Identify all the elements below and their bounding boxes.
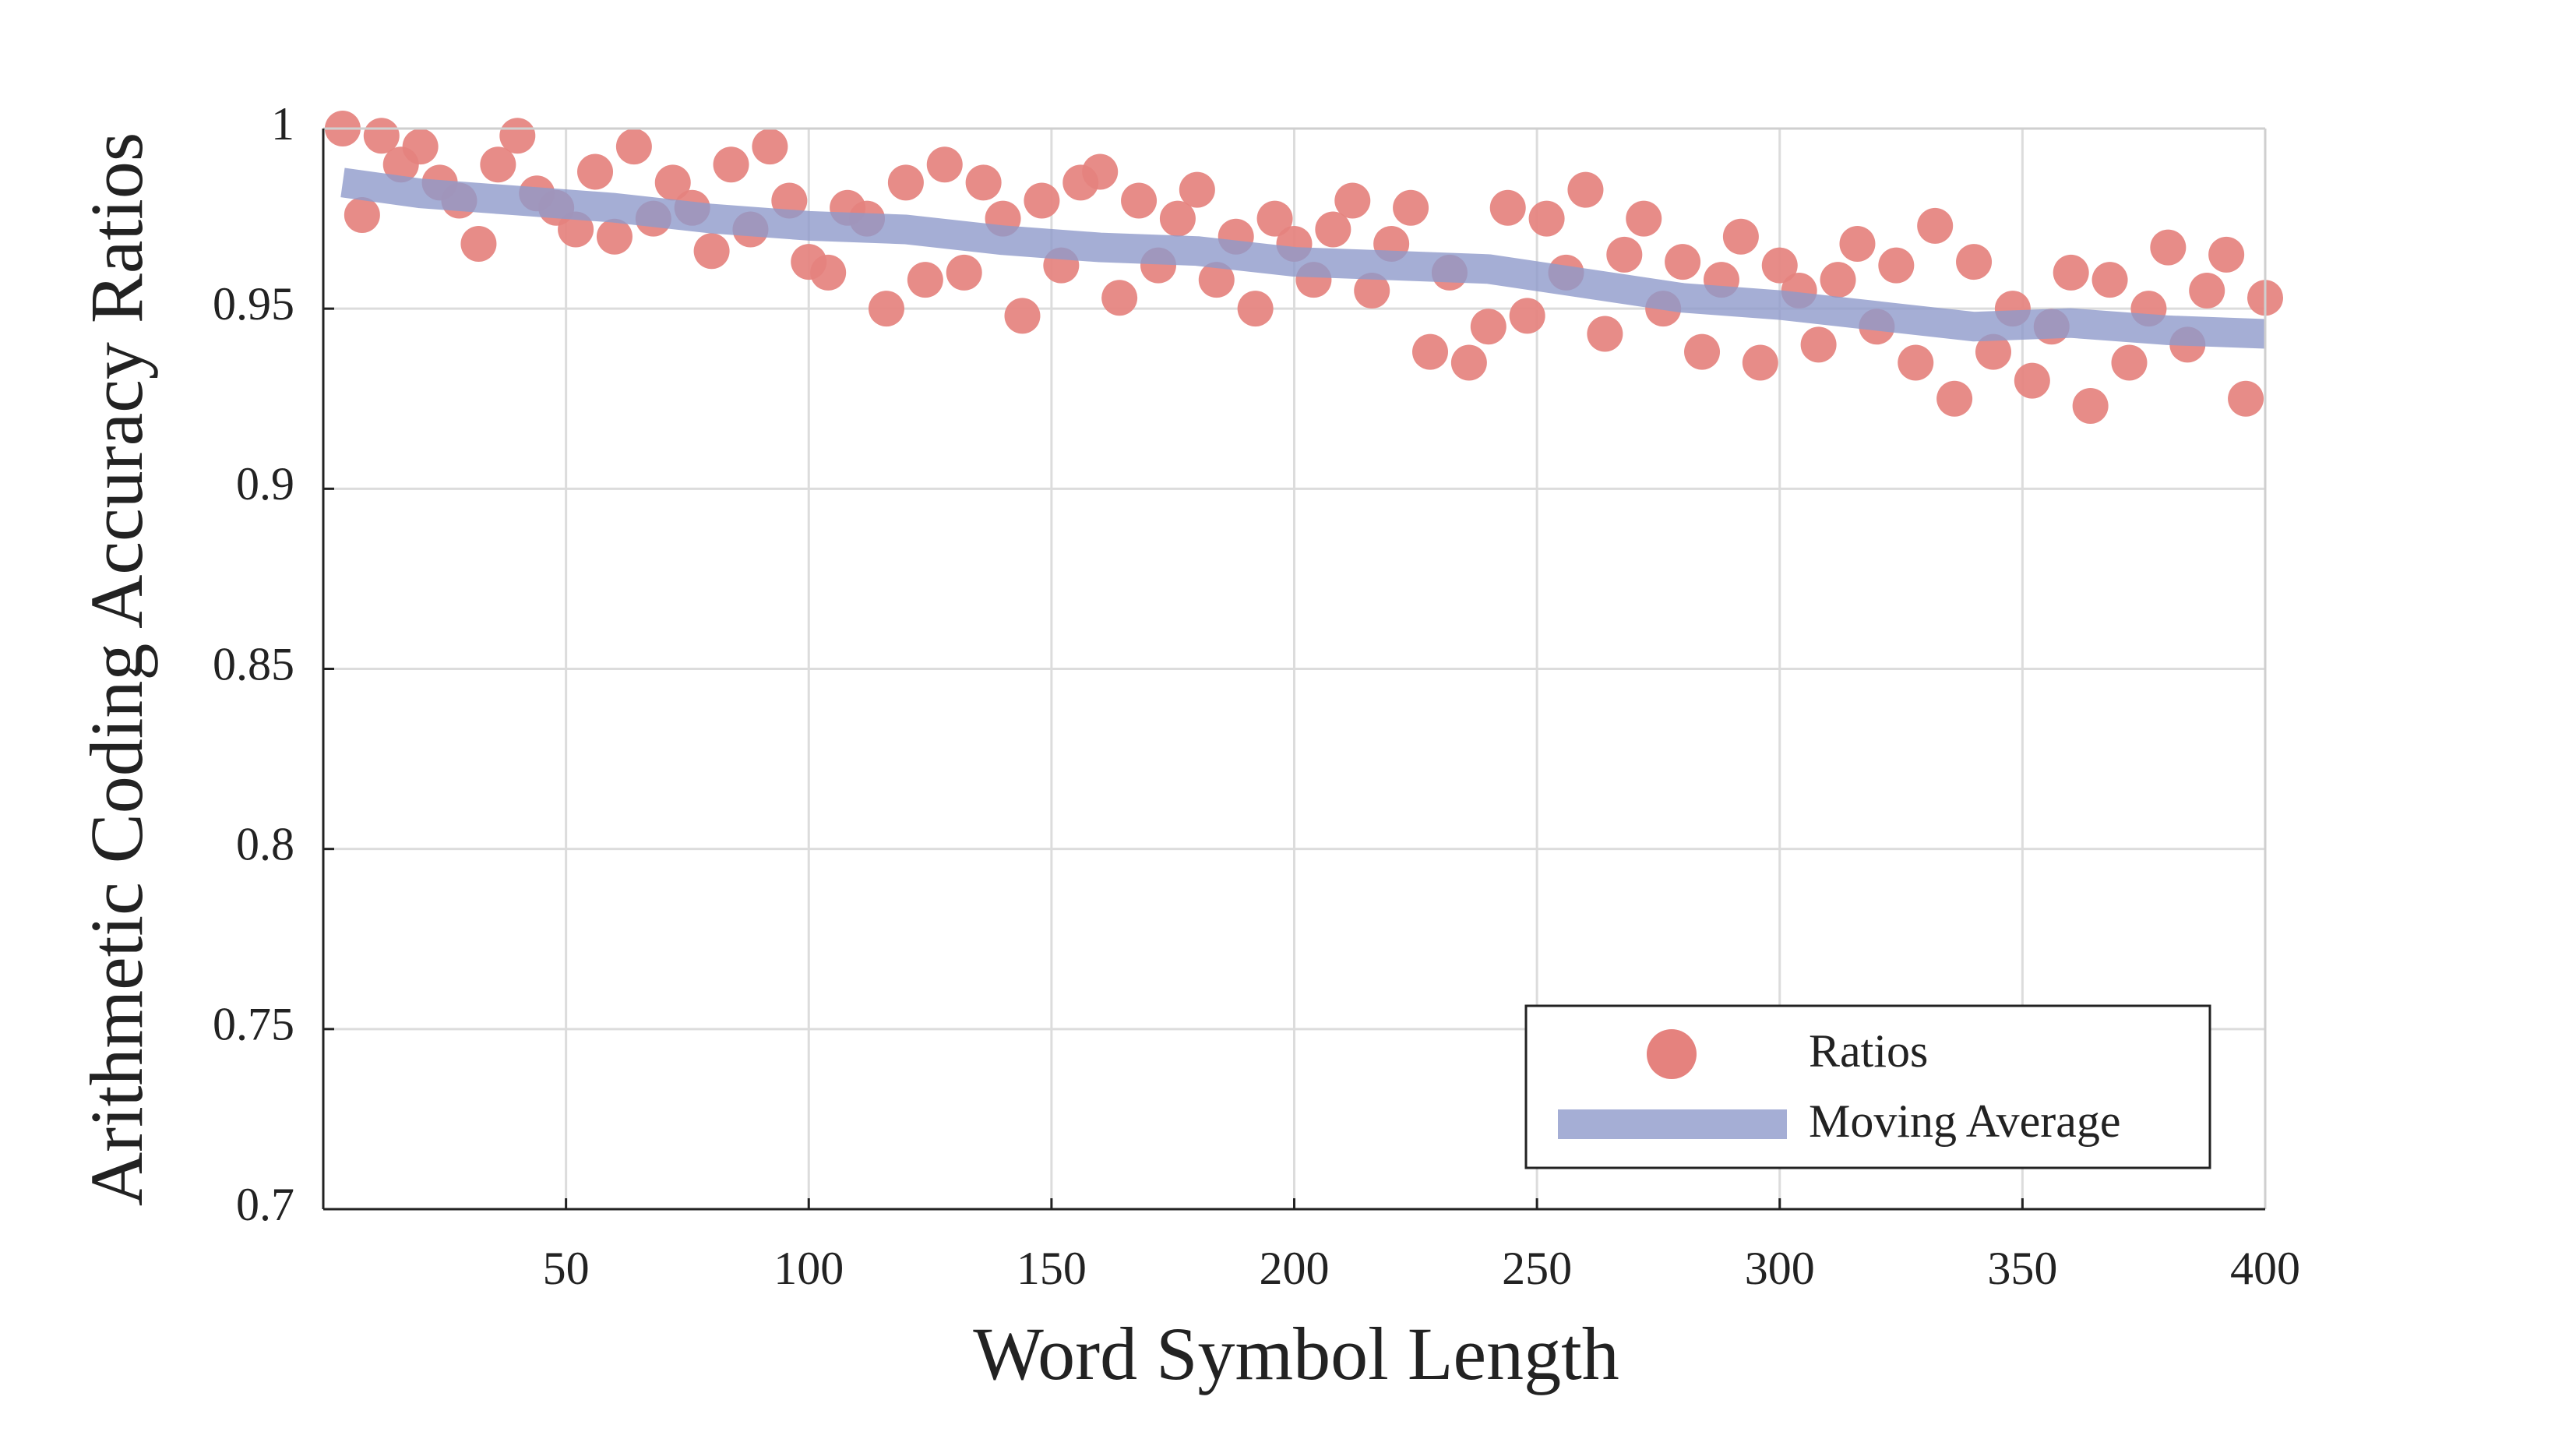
legend-marker bbox=[1647, 1029, 1697, 1079]
y-tick-label: 0.8 bbox=[236, 818, 294, 869]
scatter-point bbox=[577, 153, 614, 190]
scatter-point bbox=[2150, 229, 2187, 266]
scatter-point bbox=[1956, 244, 1993, 280]
scatter-point bbox=[1917, 207, 1954, 244]
scatter-point bbox=[1975, 333, 2011, 370]
scatter-point bbox=[2072, 387, 2109, 424]
scatter-point bbox=[1101, 280, 1138, 316]
scatter-point bbox=[1820, 262, 1856, 298]
plot-marks bbox=[324, 111, 2283, 424]
legend: Ratios Moving Average bbox=[1524, 1004, 2211, 1169]
scatter-point bbox=[1665, 244, 1701, 280]
y-axis-title: Arithmetic Coding Accuracy Ratios bbox=[75, 132, 158, 1206]
scatter-point bbox=[558, 211, 594, 248]
y-tick-label: 0.75 bbox=[213, 999, 294, 1050]
moving-average-line bbox=[340, 168, 2266, 349]
scatter-point bbox=[615, 129, 652, 165]
scatter-point bbox=[1839, 225, 1876, 262]
x-tick-label: 250 bbox=[1502, 1243, 1572, 1294]
scatter-point bbox=[713, 146, 749, 183]
scatter-point bbox=[868, 291, 904, 327]
scatter-point bbox=[1936, 380, 1973, 417]
scatter-point bbox=[344, 196, 380, 233]
scatter-point bbox=[1121, 182, 1158, 219]
scatter-point bbox=[1024, 182, 1060, 219]
scatter-point bbox=[1412, 333, 1449, 370]
scatter-point bbox=[1334, 182, 1371, 219]
axes: 50 100 150 200 250 300 350 400 0.7 0.75 0.8 0.85 0.9… bbox=[213, 98, 2300, 1294]
scatter-point bbox=[2111, 344, 2148, 381]
scatter-point bbox=[1315, 211, 1351, 248]
scatter-point bbox=[1354, 273, 1390, 309]
scatter-point bbox=[965, 164, 1002, 201]
scatter-point bbox=[1237, 291, 1274, 327]
x-tick-label: 100 bbox=[774, 1243, 844, 1294]
scatter-point bbox=[1528, 200, 1565, 237]
scatter-point bbox=[499, 118, 536, 154]
scatter-point bbox=[1509, 298, 1545, 334]
scatter-point bbox=[363, 118, 400, 154]
scatter-point bbox=[402, 129, 439, 165]
scatter-point bbox=[1004, 298, 1041, 334]
scatter-point bbox=[480, 146, 516, 183]
scatter-point bbox=[946, 254, 982, 291]
scatter-point bbox=[2189, 273, 2225, 309]
scatter-point bbox=[1684, 333, 1721, 370]
scatter-point bbox=[907, 262, 943, 298]
scatter-point bbox=[1470, 309, 1506, 345]
scatter-point bbox=[460, 225, 497, 262]
legend-label: Moving Average bbox=[1809, 1095, 2120, 1147]
scatter-point bbox=[926, 146, 963, 183]
scatter-point bbox=[2208, 236, 2245, 273]
scatter-point bbox=[1606, 236, 1643, 273]
scatter-point bbox=[1198, 262, 1235, 298]
x-axis-title: Word Symbol Length bbox=[973, 1312, 1619, 1395]
scatter-point bbox=[887, 164, 924, 201]
scatter-point bbox=[654, 164, 691, 201]
scatter-point bbox=[1159, 200, 1196, 237]
x-tick-label: 200 bbox=[1260, 1243, 1330, 1294]
scatter-point bbox=[2014, 362, 2050, 399]
scatter-point bbox=[2228, 380, 2264, 417]
scatter-point bbox=[2053, 254, 2089, 291]
scatter-point bbox=[693, 233, 730, 270]
scatter-point bbox=[1722, 218, 1759, 255]
y-tick-label: 1 bbox=[271, 98, 294, 150]
scatter-point bbox=[1082, 153, 1119, 190]
scatter-point bbox=[596, 218, 633, 255]
y-tick-label: 0.95 bbox=[213, 278, 294, 330]
scatter-point bbox=[1898, 344, 1934, 381]
scatter-point bbox=[1179, 171, 1215, 208]
x-tick-label: 50 bbox=[543, 1243, 590, 1294]
y-tick-label: 0.9 bbox=[236, 458, 294, 510]
scatter-point bbox=[1567, 171, 1604, 208]
scatter-point bbox=[1626, 200, 1662, 237]
scatter-point bbox=[810, 254, 847, 291]
x-tick-label: 300 bbox=[1745, 1243, 1815, 1294]
scatter-point bbox=[1489, 189, 1526, 226]
legend-box bbox=[1524, 1004, 2211, 1169]
legend-label: Ratios bbox=[1809, 1025, 1928, 1077]
scatter-point bbox=[1761, 247, 1798, 284]
scatter-point bbox=[1393, 189, 1429, 226]
scatter-point bbox=[1800, 326, 1837, 363]
x-tick-label: 350 bbox=[1987, 1243, 2057, 1294]
y-tick-label: 0.7 bbox=[236, 1179, 294, 1230]
scatter-point bbox=[1450, 344, 1487, 381]
x-tick-label: 400 bbox=[2230, 1243, 2300, 1294]
x-tick-label: 150 bbox=[1017, 1243, 1087, 1294]
scatter-point bbox=[1587, 316, 1623, 352]
scatter-point bbox=[752, 129, 788, 165]
scatter-point bbox=[1256, 200, 1293, 237]
scatter-point bbox=[2091, 262, 2128, 298]
y-tick-label: 0.85 bbox=[213, 638, 294, 690]
scatter-point bbox=[1878, 247, 1915, 284]
scatter-point bbox=[1742, 344, 1778, 381]
